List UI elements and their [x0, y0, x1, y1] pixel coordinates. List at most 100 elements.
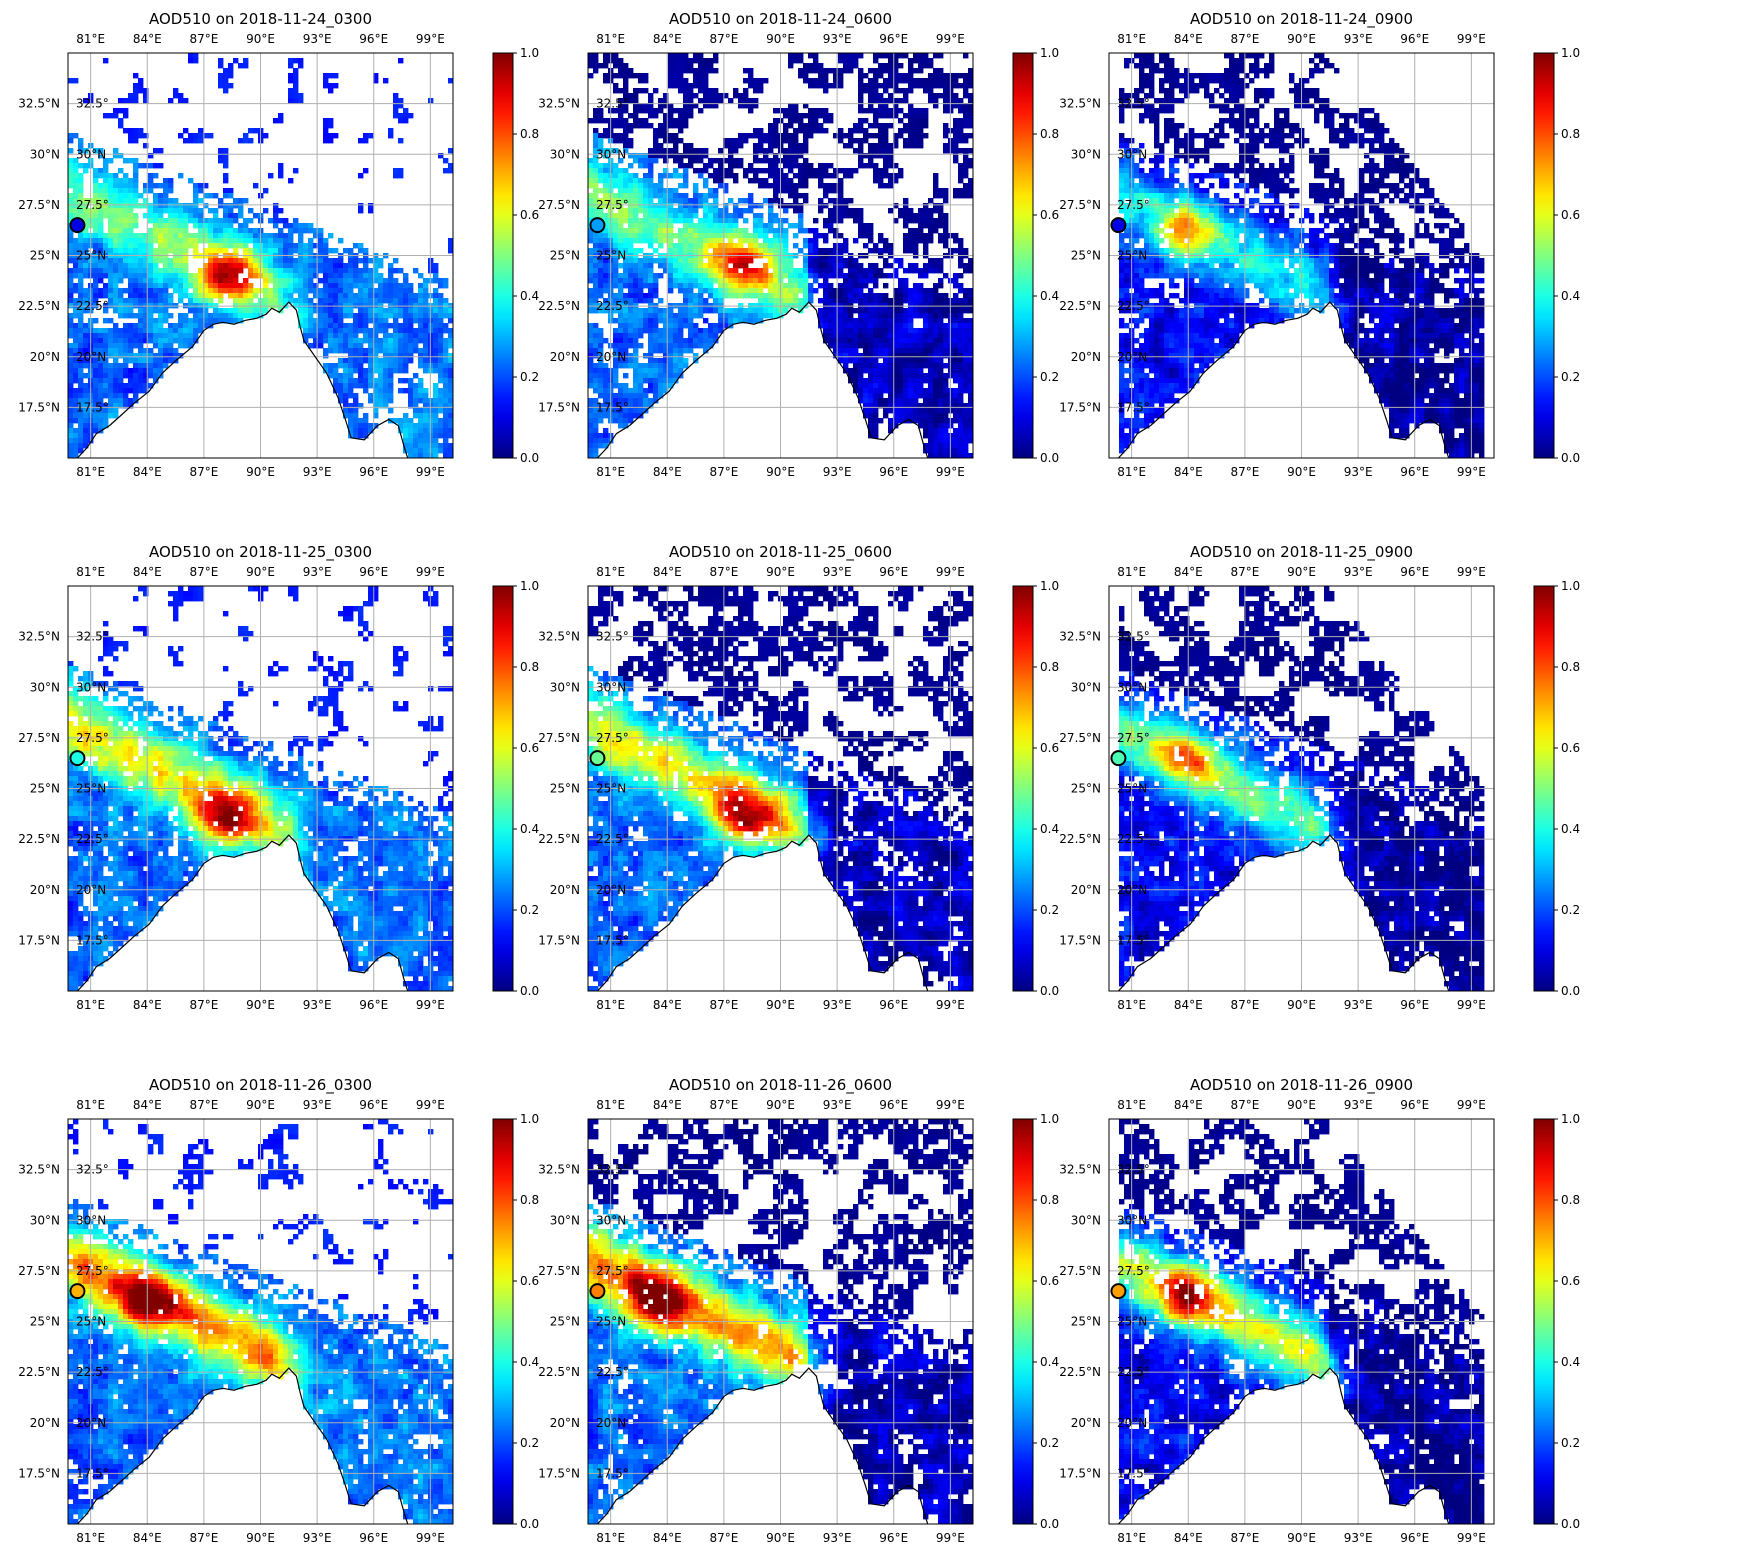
aod-pixel	[188, 218, 193, 223]
aod-pixel	[603, 163, 608, 168]
aod-pixel	[73, 368, 78, 373]
aod-pixel	[128, 193, 133, 198]
aod-pixel	[888, 298, 893, 303]
aod-pixel	[863, 88, 868, 93]
aod-pixel	[958, 83, 963, 88]
aod-pixel	[813, 78, 818, 83]
aod-pixel	[148, 368, 153, 373]
aod-pixel	[643, 283, 648, 288]
aod-pixel	[878, 293, 883, 298]
aod-pixel	[753, 288, 758, 293]
aod-pixel	[903, 223, 908, 228]
aod-pixel	[963, 123, 968, 128]
aod-pixel	[858, 108, 863, 113]
aod-pixel	[188, 318, 193, 323]
aod-pixel	[188, 338, 193, 343]
aod-pixel	[588, 118, 593, 123]
aod-pixel	[618, 228, 623, 233]
aod-pixel	[838, 243, 843, 248]
aod-pixel	[123, 373, 128, 378]
aod-pixel	[958, 188, 963, 193]
aod-pixel	[818, 268, 823, 273]
aod-pixel	[868, 288, 873, 293]
aod-pixel	[323, 338, 328, 343]
aod-pixel	[853, 138, 858, 143]
aod-pixel	[803, 293, 808, 298]
aod-pixel	[98, 393, 103, 398]
aod-pixel	[293, 223, 298, 228]
aod-pixel	[688, 223, 693, 228]
aod-pixel	[923, 58, 928, 63]
aod-pixel	[218, 73, 223, 78]
aod-pixel	[148, 228, 153, 233]
aod-pixel	[138, 318, 143, 323]
aod-pixel	[628, 228, 633, 233]
aod-pixel	[343, 343, 348, 348]
aod-pixel	[688, 158, 693, 163]
aod-pixel	[433, 423, 438, 428]
aod-pixel	[803, 168, 808, 173]
aod-pixel	[103, 363, 108, 368]
aod-pixel	[133, 328, 138, 333]
aod-pixel	[758, 283, 763, 288]
aod-pixel	[863, 268, 868, 273]
aod-pixel	[433, 363, 438, 368]
aod-pixel	[278, 173, 283, 178]
aod-pixel	[713, 233, 718, 238]
aod-pixel	[808, 123, 813, 128]
aod-pixel	[378, 338, 383, 343]
aod-pixel	[598, 178, 603, 183]
aod-pixel	[788, 258, 793, 263]
aod-pixel	[728, 233, 733, 238]
aod-pixel	[643, 263, 648, 268]
aod-pixel	[698, 173, 703, 178]
aod-pixel	[918, 218, 923, 223]
aod-pixel	[103, 183, 108, 188]
aod-pixel	[218, 243, 223, 248]
aod-pixel	[753, 173, 758, 178]
aod-pixel	[403, 353, 408, 358]
aod-pixel	[643, 268, 648, 273]
aod-pixel	[763, 168, 768, 173]
aod-pixel	[423, 343, 428, 348]
aod-pixel	[633, 193, 638, 198]
aod-pixel	[393, 268, 398, 273]
aod-pixel	[403, 318, 408, 323]
aod-pixel	[868, 248, 873, 253]
aod-pixel	[363, 263, 368, 268]
aod-pixel	[388, 333, 393, 338]
aod-pixel	[613, 178, 618, 183]
aod-pixel	[653, 133, 658, 138]
aod-pixel	[743, 173, 748, 178]
aod-pixel	[633, 248, 638, 253]
aod-pixel	[108, 338, 113, 343]
aod-pixel	[658, 213, 663, 218]
aod-pixel	[68, 433, 73, 438]
aod-pixel	[153, 218, 158, 223]
site-marker[interactable]	[70, 218, 84, 232]
aod-pixel	[613, 123, 618, 128]
aod-pixel	[333, 323, 338, 328]
aod-pixel	[438, 348, 443, 353]
aod-pixel	[113, 398, 118, 403]
aod-pixel	[193, 328, 198, 333]
aod-pixel	[718, 263, 723, 268]
aod-pixel	[763, 278, 768, 283]
aod-pixel	[388, 388, 393, 393]
aod-pixel	[408, 313, 413, 318]
aod-pixel	[623, 78, 628, 83]
aod-pixel	[933, 228, 938, 233]
aod-pixel	[598, 188, 603, 193]
aod-pixel	[348, 388, 353, 393]
aod-pixel	[808, 53, 813, 58]
aod-pixel	[628, 193, 633, 198]
aod-pixel	[278, 163, 283, 168]
aod-pixel	[653, 203, 658, 208]
aod-pixel	[848, 208, 853, 213]
aod-pixel	[438, 418, 443, 423]
aod-pixel	[198, 213, 203, 218]
aod-pixel	[838, 58, 843, 63]
aod-pixel	[268, 273, 273, 278]
aod-pixel	[268, 278, 273, 283]
aod-pixel	[398, 388, 403, 393]
